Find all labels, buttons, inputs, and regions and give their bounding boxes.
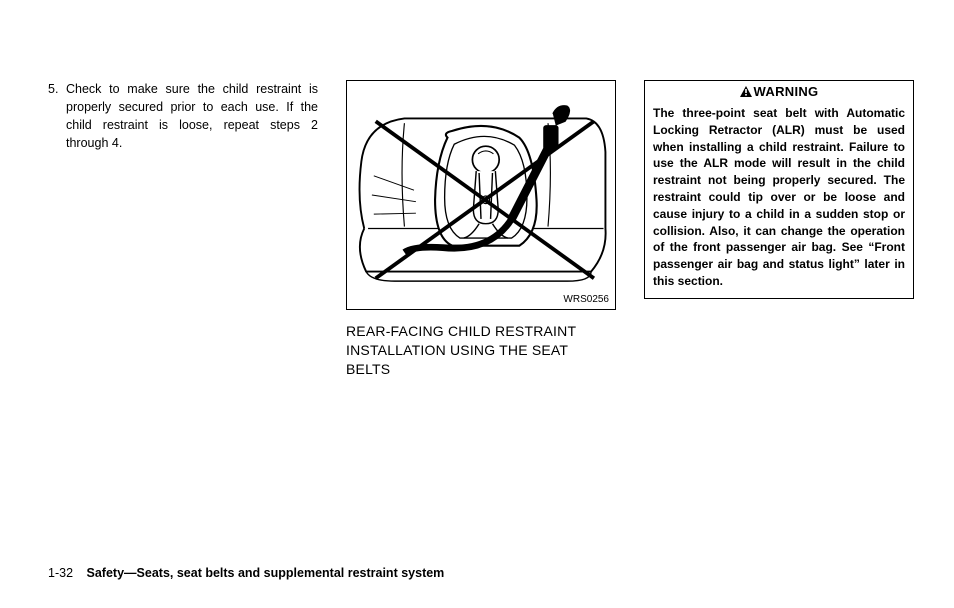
- page-footer: 1-32 Safety—Seats, seat belts and supple…: [48, 566, 444, 580]
- section-title: Safety—Seats, seat belts and supplementa…: [87, 566, 445, 580]
- warning-box: WARNING The three-point seat belt with A…: [644, 80, 914, 299]
- page-columns: 5. Check to make sure the child restrain…: [48, 80, 914, 510]
- step-number: 5.: [48, 80, 66, 153]
- warning-header: WARNING: [645, 81, 913, 103]
- page-number: 1-32: [48, 566, 73, 580]
- figure-code: WRS0256: [563, 294, 609, 305]
- warning-triangle-icon: [740, 85, 752, 100]
- step-text: Check to make sure the child restraint i…: [66, 80, 318, 153]
- warning-body-text: The three-point seat belt with Automatic…: [645, 103, 913, 298]
- column-right: WARNING The three-point seat belt with A…: [644, 80, 914, 510]
- child-seat-illustration-svg: [347, 81, 615, 309]
- figure-caption: REAR-FACING CHILD RESTRAINT INSTALLATION…: [346, 322, 616, 379]
- instruction-step-5: 5. Check to make sure the child restrain…: [48, 80, 318, 153]
- column-left: 5. Check to make sure the child restrain…: [48, 80, 318, 510]
- warning-title: WARNING: [754, 84, 819, 99]
- figure-illustration: WRS0256: [346, 80, 616, 310]
- column-center: WRS0256 REAR-FACING CHILD RESTRAINT INST…: [346, 80, 616, 510]
